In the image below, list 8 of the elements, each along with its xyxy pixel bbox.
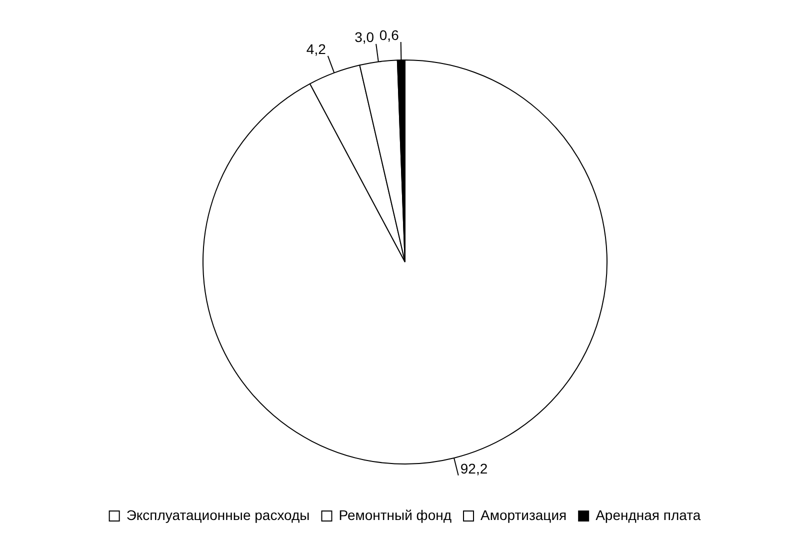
legend-label: Эксплуатационные расходы [126,506,310,523]
data-label: 0,6 [379,26,400,43]
legend-label: Амортизация [480,506,567,523]
legend-label: Ремонтный фонд [338,506,452,523]
data-label: 92,2 [460,460,488,476]
data-label: 4,2 [306,40,326,57]
legend-label: Арендная плата [596,506,701,523]
data-label: 3,0 [354,28,374,45]
